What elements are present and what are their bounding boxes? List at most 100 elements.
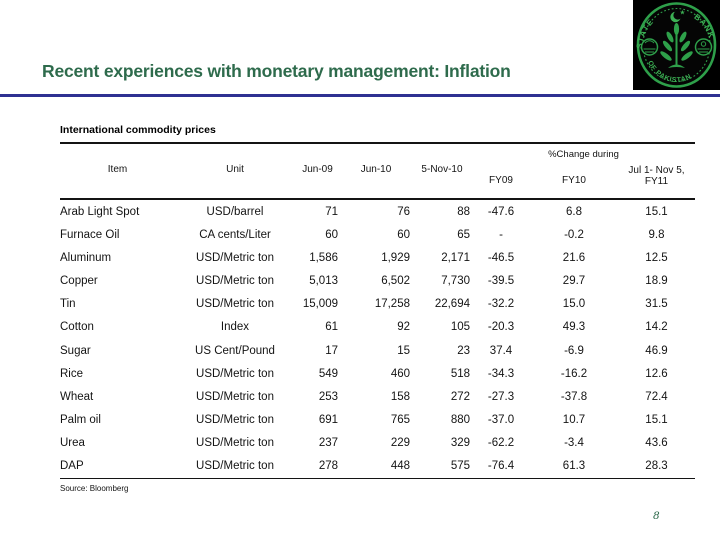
cell-jun09: 1,586 <box>309 251 338 264</box>
cell-5nov10: 88 <box>457 205 470 218</box>
cell-item: Sugar <box>60 344 91 357</box>
cell-fy10: -6.9 <box>564 344 584 357</box>
cell-item: Arab Light Spot <box>60 205 140 218</box>
cell-jun09: 549 <box>318 367 338 380</box>
cell-jun09: 17 <box>325 344 338 357</box>
cell-fy10: 29.7 <box>562 275 586 288</box>
cell-jun10: 60 <box>397 228 410 241</box>
cell-jun09: 253 <box>318 390 338 403</box>
table-body: Arab Light Spot USD/barrel 71 76 88 -47.… <box>60 200 695 478</box>
cell-fy09: -62.2 <box>487 437 515 450</box>
cell-fy10: -37.8 <box>560 390 588 403</box>
cell-5nov10: 23 <box>457 344 470 357</box>
cell-fy11: 15.1 <box>645 413 668 426</box>
table-row: Wheat USD/Metric ton 253 158 272 -27.3 -… <box>60 385 695 408</box>
table-row: Tin USD/Metric ton 15,009 17,258 22,694 … <box>60 293 695 316</box>
header-fy11-line1: Jul 1- Nov 5, <box>628 165 685 176</box>
cell-unit: Index <box>220 321 250 334</box>
cell-unit: USD/Metric ton <box>196 367 274 380</box>
table-heading: International commodity prices <box>60 124 216 136</box>
cell-jun10: 6,502 <box>381 275 410 288</box>
table-row: Copper USD/Metric ton 5,013 6,502 7,730 … <box>60 269 695 292</box>
table-row: Urea USD/Metric ton 237 229 329 -62.2 -3… <box>60 432 695 455</box>
cell-fy11: 14.2 <box>645 321 668 334</box>
header-jun10: Jun-10 <box>360 164 392 175</box>
cell-fy09: -39.5 <box>487 275 515 288</box>
cell-fy11: 15.1 <box>645 205 668 218</box>
table-row: Palm oil USD/Metric ton 691 765 880 -37.… <box>60 408 695 431</box>
cell-jun09: 278 <box>318 460 338 473</box>
header-unit: Unit <box>226 164 244 175</box>
page-number: 8 <box>653 510 660 522</box>
cell-jun09: 5,013 <box>309 275 338 288</box>
cell-jun09: 691 <box>318 413 338 426</box>
cell-jun10: 229 <box>390 437 410 450</box>
cell-unit: US Cent/Pound <box>195 344 275 357</box>
cell-unit: USD/Metric ton <box>196 437 274 450</box>
cell-fy10: 49.3 <box>562 321 586 334</box>
header-fy11: Jul 1- Nov 5, FY11 <box>618 144 695 198</box>
cell-unit: CA cents/Liter <box>199 228 271 241</box>
table-row: Cotton Index 61 92 105 -20.3 49.3 14.2 <box>60 316 695 339</box>
commodity-table: International commodity prices Item Unit… <box>60 124 695 493</box>
cell-jun10: 448 <box>390 460 410 473</box>
cell-fy11: 28.3 <box>645 460 668 473</box>
cell-unit: USD/Metric ton <box>196 298 274 311</box>
cell-fy09: -27.3 <box>487 390 515 403</box>
cell-jun10: 15 <box>397 344 410 357</box>
source-note: Source: Bloomberg <box>60 483 129 493</box>
cell-fy11: 31.5 <box>645 298 668 311</box>
header-fy09: FY09 <box>489 175 513 186</box>
cell-jun10: 765 <box>390 413 410 426</box>
cell-unit: USD/barrel <box>206 205 264 218</box>
cell-5nov10: 7,730 <box>441 275 470 288</box>
cell-unit: USD/Metric ton <box>196 251 274 264</box>
cell-fy10: 10.7 <box>562 413 586 426</box>
side-medallions-icon <box>640 38 713 56</box>
cell-fy09: -76.4 <box>487 460 515 473</box>
cell-5nov10: 880 <box>450 413 470 426</box>
table-rule-header <box>60 198 695 200</box>
table-row: Furnace Oil CA cents/Liter 60 60 65 - -0… <box>60 223 695 246</box>
cell-unit: USD/Metric ton <box>196 390 274 403</box>
table-row: Arab Light Spot USD/barrel 71 76 88 -47.… <box>60 200 695 223</box>
cell-jun10: 460 <box>390 367 410 380</box>
cell-fy10: 6.8 <box>566 205 582 218</box>
table-row: Sugar US Cent/Pound 17 15 23 37.4 -6.9 4… <box>60 339 695 362</box>
cell-unit: USD/Metric ton <box>196 275 274 288</box>
cell-jun10: 158 <box>390 390 410 403</box>
cell-5nov10: 575 <box>450 460 470 473</box>
cell-item: Aluminum <box>60 251 112 264</box>
cell-5nov10: 518 <box>450 367 470 380</box>
table-row: Rice USD/Metric ton 549 460 518 -34.3 -1… <box>60 362 695 385</box>
cell-fy10: 61.3 <box>562 460 586 473</box>
cell-item: DAP <box>60 460 84 473</box>
cell-fy11: 43.6 <box>645 437 668 450</box>
cell-unit: USD/Metric ton <box>196 460 274 473</box>
cell-item: Tin <box>60 298 76 311</box>
cell-fy09: - <box>499 228 503 241</box>
cell-jun09: 61 <box>325 321 338 334</box>
cell-5nov10: 65 <box>457 228 470 241</box>
table-row: Aluminum USD/Metric ton 1,586 1,929 2,17… <box>60 246 695 269</box>
state-bank-of-pakistan-logo-icon: STATE BANK OF PAKISTAN ★ <box>633 0 720 90</box>
cell-fy09: -34.3 <box>487 367 515 380</box>
header-5nov10: 5-Nov-10 <box>421 164 463 175</box>
slide-title: Recent experiences with monetary managem… <box>42 61 511 81</box>
cell-jun10: 76 <box>397 205 410 218</box>
cell-item: Wheat <box>60 390 94 403</box>
cell-fy10: 15.0 <box>562 298 586 311</box>
cell-item: Furnace Oil <box>60 228 120 241</box>
cell-fy09: 37.4 <box>489 344 513 357</box>
table-row: DAP USD/Metric ton 278 448 575 -76.4 61.… <box>60 455 695 478</box>
cell-unit: USD/Metric ton <box>196 413 274 426</box>
cell-jun09: 237 <box>318 437 338 450</box>
cell-5nov10: 272 <box>450 390 470 403</box>
cell-fy10: -16.2 <box>560 367 588 380</box>
header-fy10: FY10 <box>562 175 586 186</box>
cell-5nov10: 105 <box>450 321 470 334</box>
cell-fy09: -46.5 <box>487 251 515 264</box>
header-jun09: Jun-09 <box>302 164 333 175</box>
cell-fy11: 9.8 <box>648 228 665 241</box>
